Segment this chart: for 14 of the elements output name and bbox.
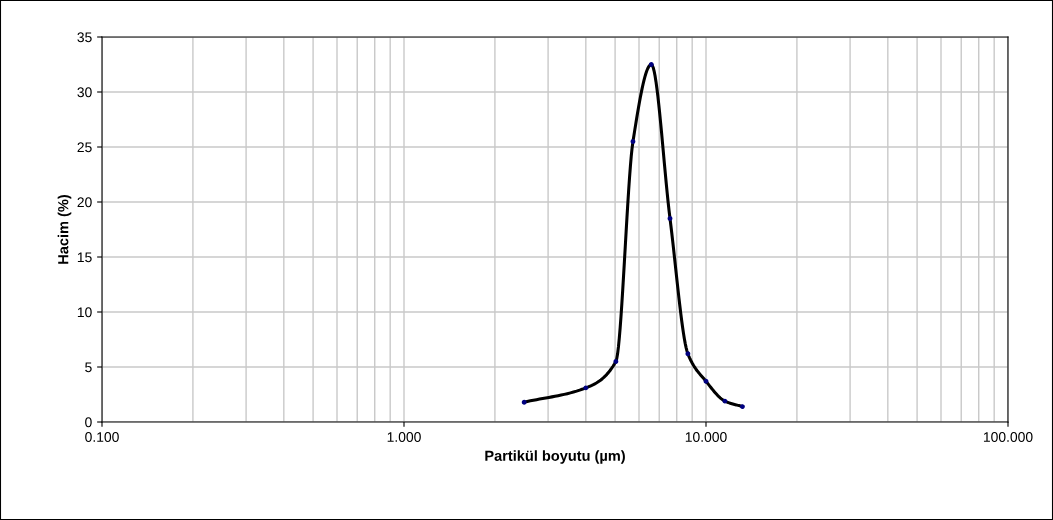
- x-tick-label: 0.100: [85, 432, 119, 442]
- y-axis-title: Hacim (%): [57, 194, 72, 264]
- x-axis-title: Partikül boyutu (µm): [485, 450, 625, 464]
- y-tick-label: 30: [77, 87, 92, 98]
- y-tick-label: 5: [85, 362, 92, 373]
- y-tick-label: 35: [77, 32, 92, 43]
- y-tick-label: 15: [77, 252, 92, 263]
- y-tick-label: 20: [77, 197, 92, 208]
- y-tick-label: 25: [77, 142, 92, 153]
- x-tick-label: 1.000: [387, 432, 421, 442]
- y-tick-label: 10: [77, 307, 92, 318]
- x-tick-label: 100.000: [983, 432, 1033, 442]
- x-tick-label: 10.000: [685, 432, 727, 442]
- y-tick-label: 0: [85, 417, 92, 428]
